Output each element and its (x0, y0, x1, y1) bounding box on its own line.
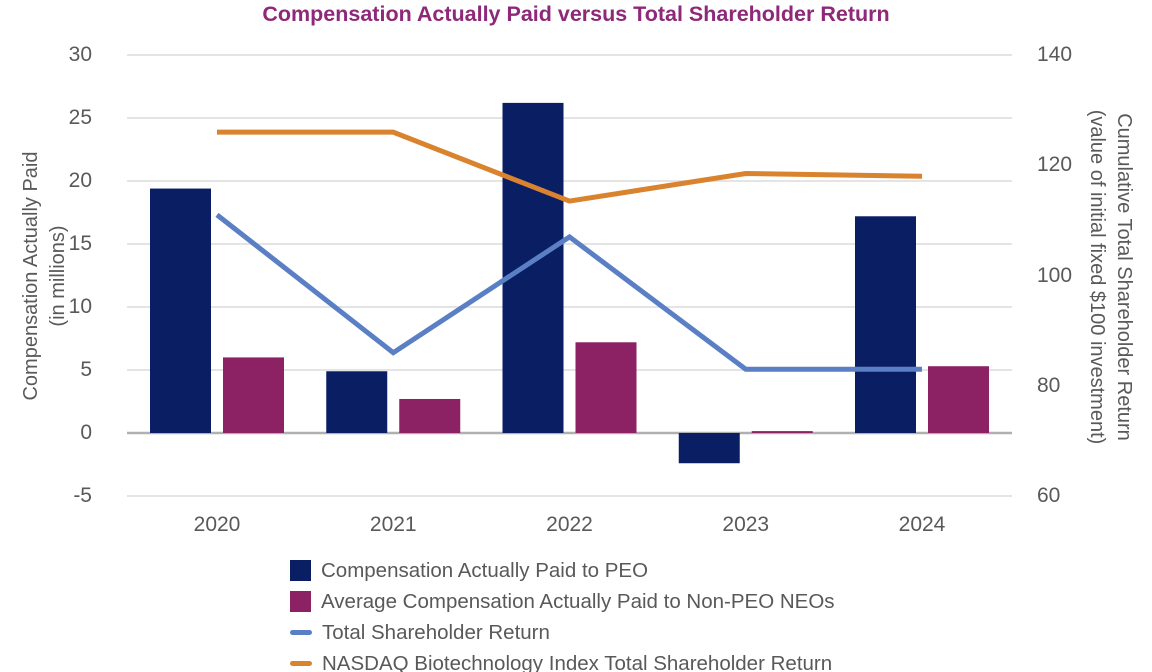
bar-peo-2023 (678, 433, 740, 464)
legend-label: Compensation Actually Paid to PEO (321, 558, 649, 582)
bar-peo-2022 (502, 102, 564, 433)
bar-non-peo-2024 (928, 366, 989, 433)
x-tick-2022: 2022 (546, 513, 593, 536)
bar-non-peo-2022 (575, 342, 637, 433)
bar-non-peo-2023 (751, 431, 813, 433)
legend-line-swatch-icon (290, 661, 312, 666)
bar-peo-2024 (855, 216, 916, 433)
left-tick--5: -5 (73, 484, 92, 507)
nasdaq-index-line (217, 129, 923, 204)
legend-line-swatch-icon (290, 630, 312, 635)
left-tick-20: 20 (68, 169, 92, 192)
legend-item: NASDAQ Biotechnology Index Total Shareho… (290, 648, 835, 672)
bar-peo-2020 (150, 188, 211, 433)
legend-label: Average Compensation Actually Paid to No… (321, 589, 835, 613)
legend-item: Total Shareholder Return (290, 617, 835, 648)
chart-title: Compensation Actually Paid versus Total … (262, 2, 890, 26)
legend-label: Total Shareholder Return (322, 620, 550, 644)
right-tick-120: 120 (1037, 153, 1073, 177)
legend: Compensation Actually Paid to PEO Average… (290, 555, 835, 672)
right-tick-60: 60 (1037, 484, 1061, 507)
right-tick-80: 80 (1037, 373, 1061, 397)
plot-area (127, 54, 1012, 497)
left-tick-30: 30 (68, 43, 92, 66)
right-tick-140: 140 (1037, 43, 1073, 66)
left-tick-0: 0 (80, 421, 92, 444)
left-tick-15: 15 (68, 232, 92, 255)
tsr-line (215, 212, 922, 372)
right-tick-100: 100 (1037, 263, 1073, 287)
x-tick-2020: 2020 (193, 513, 241, 536)
left-tick-10: 10 (68, 295, 92, 318)
left-tick-25: 25 (68, 106, 92, 129)
legend-bar-swatch-icon (290, 560, 311, 581)
legend-label: NASDAQ Biotechnology Index Total Shareho… (322, 651, 833, 672)
x-tick-2024: 2024 (898, 513, 946, 536)
legend-item: Average Compensation Actually Paid to No… (290, 586, 835, 617)
legend-bar-swatch-icon (290, 591, 311, 612)
left-tick-5: 5 (80, 358, 92, 381)
x-tick-2021: 2021 (369, 513, 417, 536)
bar-non-peo-2020 (223, 357, 284, 433)
legend-item: Compensation Actually Paid to PEO (290, 555, 835, 586)
x-tick-2023: 2023 (722, 513, 770, 536)
bar-peo-2021 (326, 371, 388, 433)
bar-non-peo-2021 (399, 398, 461, 433)
